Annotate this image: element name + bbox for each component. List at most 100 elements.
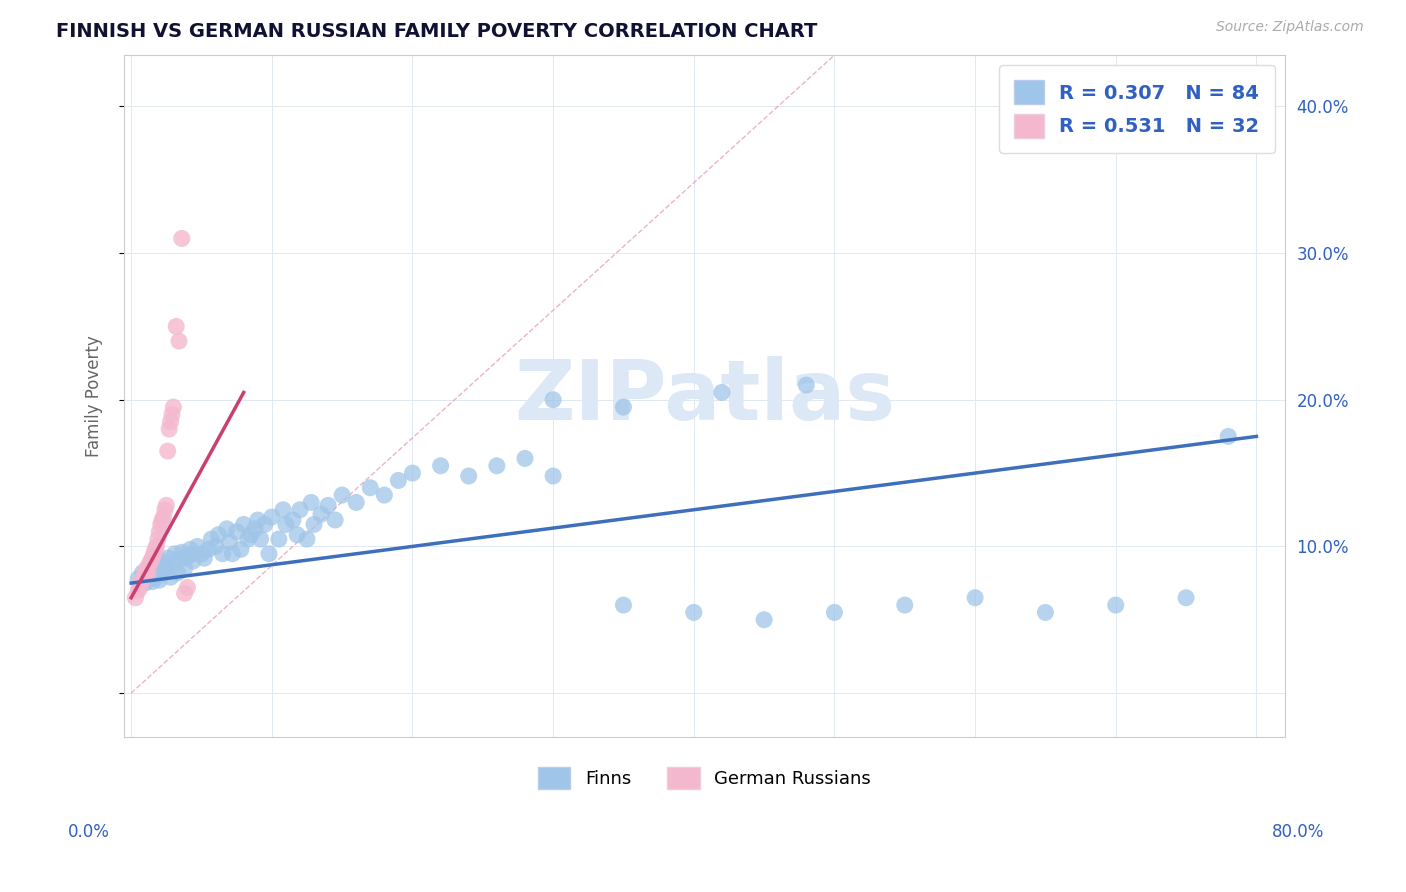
- Point: [142, 547, 165, 561]
- Point: [309, 507, 332, 521]
- Point: [1175, 591, 1198, 605]
- Point: [253, 517, 276, 532]
- Point: [131, 566, 153, 580]
- Point: [166, 566, 188, 580]
- Legend: Finns, German Russians: Finns, German Russians: [530, 760, 877, 797]
- Point: [221, 547, 243, 561]
- Point: [150, 554, 173, 568]
- Point: [169, 552, 191, 566]
- Point: [134, 576, 156, 591]
- Point: [132, 568, 155, 582]
- Point: [457, 469, 479, 483]
- Point: [295, 532, 318, 546]
- Point: [823, 606, 845, 620]
- Point: [153, 502, 176, 516]
- Point: [159, 415, 181, 429]
- Point: [330, 488, 353, 502]
- Point: [159, 570, 181, 584]
- Point: [170, 231, 193, 245]
- Point: [513, 451, 536, 466]
- Point: [243, 522, 266, 536]
- Point: [387, 474, 409, 488]
- Point: [173, 561, 195, 575]
- Point: [246, 513, 269, 527]
- Point: [155, 499, 177, 513]
- Point: [257, 547, 280, 561]
- Point: [965, 591, 987, 605]
- Point: [197, 542, 219, 557]
- Point: [193, 551, 215, 566]
- Point: [794, 378, 817, 392]
- Point: [373, 488, 395, 502]
- Point: [232, 517, 254, 532]
- Point: [139, 554, 162, 568]
- Point: [682, 606, 704, 620]
- Point: [1218, 429, 1240, 443]
- Point: [173, 586, 195, 600]
- Point: [176, 581, 198, 595]
- Point: [215, 522, 238, 536]
- Point: [249, 532, 271, 546]
- Point: [204, 540, 226, 554]
- Point: [281, 513, 304, 527]
- Point: [267, 532, 290, 546]
- Point: [186, 540, 208, 554]
- Point: [260, 510, 283, 524]
- Point: [359, 481, 381, 495]
- Point: [138, 561, 160, 575]
- Point: [165, 319, 187, 334]
- Point: [136, 566, 159, 580]
- Point: [752, 613, 775, 627]
- Point: [181, 554, 204, 568]
- Point: [1035, 606, 1057, 620]
- Point: [344, 495, 367, 509]
- Point: [218, 535, 240, 549]
- Point: [285, 527, 308, 541]
- Point: [152, 563, 174, 577]
- Point: [124, 591, 146, 605]
- Point: [131, 572, 153, 586]
- Point: [612, 400, 634, 414]
- Point: [183, 547, 205, 561]
- Point: [211, 547, 233, 561]
- Point: [323, 513, 346, 527]
- Point: [127, 583, 149, 598]
- Point: [179, 542, 201, 557]
- Point: [162, 557, 184, 571]
- Point: [160, 408, 183, 422]
- Point: [138, 557, 160, 571]
- Point: [148, 573, 170, 587]
- Point: [149, 517, 172, 532]
- Point: [302, 517, 325, 532]
- Text: ZIPatlas: ZIPatlas: [513, 356, 894, 436]
- Point: [148, 524, 170, 539]
- Point: [170, 545, 193, 559]
- Point: [274, 517, 297, 532]
- Point: [145, 570, 167, 584]
- Point: [710, 385, 733, 400]
- Point: [190, 547, 212, 561]
- Point: [146, 532, 169, 546]
- Point: [200, 532, 222, 546]
- Text: 0.0%: 0.0%: [67, 822, 110, 840]
- Point: [207, 527, 229, 541]
- Point: [299, 495, 322, 509]
- Point: [176, 549, 198, 564]
- Point: [485, 458, 508, 473]
- Point: [142, 565, 165, 579]
- Point: [225, 524, 247, 539]
- Point: [146, 557, 169, 571]
- Text: 80.0%: 80.0%: [1272, 822, 1324, 840]
- Point: [429, 458, 451, 473]
- Point: [141, 574, 163, 589]
- Point: [401, 466, 423, 480]
- Point: [128, 581, 150, 595]
- Point: [135, 561, 157, 575]
- Point: [612, 598, 634, 612]
- Point: [141, 551, 163, 566]
- Point: [136, 568, 159, 582]
- Point: [156, 551, 179, 566]
- Point: [143, 542, 166, 557]
- Point: [236, 532, 259, 546]
- Point: [271, 502, 294, 516]
